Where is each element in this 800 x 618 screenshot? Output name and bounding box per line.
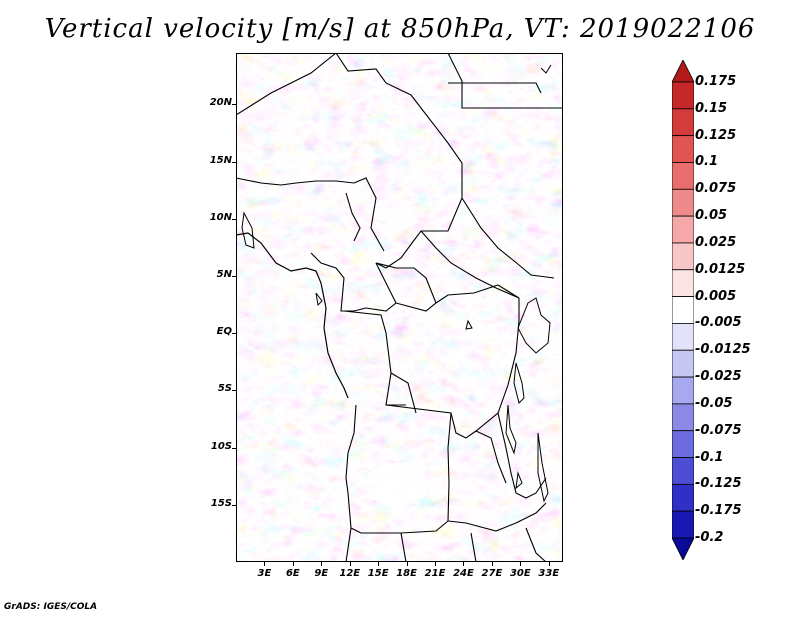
colorbar-bin <box>672 376 694 405</box>
colorbar-label: -0.05 <box>695 395 733 411</box>
lat-label: 10N <box>209 211 232 223</box>
colorbar-bin <box>672 323 694 351</box>
lat-tick <box>232 218 236 220</box>
colorbar-bin <box>672 430 694 458</box>
colorbar-label: -0.2 <box>695 530 724 545</box>
lat-label: 5S <box>217 383 232 395</box>
lat-tick <box>232 276 236 278</box>
lat-tick <box>232 161 236 163</box>
colorbar-bin <box>672 242 694 271</box>
colorbar-label: 0.15 <box>695 100 728 116</box>
lon-tick <box>491 562 493 566</box>
lat-label: 5N <box>216 269 232 281</box>
lon-label: 30E <box>509 568 531 579</box>
colorbar-bin <box>672 403 694 432</box>
lat-tick <box>232 390 236 392</box>
lon-label: 3E <box>257 568 272 579</box>
lon-tick <box>292 562 294 566</box>
calm-area <box>366 463 426 507</box>
lon-tick <box>321 562 323 566</box>
lon-tick <box>520 562 522 566</box>
lat-tick <box>232 333 236 335</box>
colorbar-label: -0.175 <box>695 503 742 519</box>
colorbar-label: 0.075 <box>695 181 737 197</box>
coastline <box>236 232 349 399</box>
lat-tick <box>232 104 236 106</box>
colorbar-label: -0.075 <box>695 422 742 438</box>
colorbar-bin <box>672 108 694 137</box>
lon-label: 27E <box>481 568 503 579</box>
colorbar-bin <box>672 510 694 539</box>
colorbar-label: 0.0125 <box>695 261 746 277</box>
colorbar-bin <box>672 81 694 110</box>
colorbar-bin <box>672 162 694 190</box>
colorbar <box>672 60 694 560</box>
colorbar-label: 0.025 <box>695 234 737 250</box>
colorbar-label: -0.025 <box>695 369 742 385</box>
lon-tick <box>435 562 437 566</box>
map-panel <box>236 53 563 562</box>
grads-credit: GrADS: IGES/COLA <box>4 602 98 612</box>
lon-tick <box>406 562 408 566</box>
lon-label: 33E <box>538 568 560 579</box>
colorbar-bin <box>672 349 694 378</box>
colorbar-label: 0.005 <box>695 288 737 304</box>
colorbar-bin <box>672 188 694 217</box>
lat-label: 15S <box>210 497 232 509</box>
colorbar-bin <box>672 483 694 512</box>
lat-tick <box>232 447 236 449</box>
colorbar-bin <box>672 135 694 163</box>
colorbar-label: 0.175 <box>695 74 737 89</box>
lon-label: 15E <box>367 568 389 579</box>
lon-label: 9E <box>314 568 329 579</box>
colorbar-bin <box>672 215 694 244</box>
lakes <box>241 64 552 503</box>
velocity-field-map <box>236 53 563 562</box>
lon-label: 12E <box>339 568 361 579</box>
lat-label: 15N <box>209 154 232 166</box>
map-title: Vertical velocity [m/s] at 850hPa, VT: 2… <box>44 14 756 44</box>
colorbar-label: 0.05 <box>695 208 728 224</box>
lat-label: EQ <box>216 326 232 338</box>
map-frame <box>236 53 563 562</box>
lon-label: 21E <box>424 568 446 579</box>
lon-tick <box>548 562 550 566</box>
lat-tick <box>232 504 236 506</box>
lon-label: 18E <box>396 568 417 579</box>
colorbar-label: 0.1 <box>695 154 719 170</box>
lon-tick <box>264 562 266 566</box>
colorbar-label: -0.0125 <box>695 342 751 358</box>
political-borders <box>236 53 563 562</box>
colorbar-bin <box>672 60 694 83</box>
lon-tick <box>378 562 380 566</box>
lat-label: 10S <box>210 440 232 452</box>
colorbar-bin <box>672 269 694 297</box>
lon-tick <box>463 562 465 566</box>
colorbar-label: -0.125 <box>695 476 742 492</box>
lon-label: 6E <box>285 568 300 579</box>
colorbar-bin <box>672 296 694 324</box>
colorbar-bin <box>672 537 694 560</box>
colorbar-label: -0.1 <box>695 449 724 465</box>
colorbar-label: 0.125 <box>695 127 737 143</box>
lat-label: 20N <box>209 97 232 109</box>
lon-tick <box>349 562 351 566</box>
lon-label: 24E <box>453 568 474 579</box>
colorbar-label: -0.005 <box>695 315 742 331</box>
colorbar-bin <box>672 457 694 485</box>
